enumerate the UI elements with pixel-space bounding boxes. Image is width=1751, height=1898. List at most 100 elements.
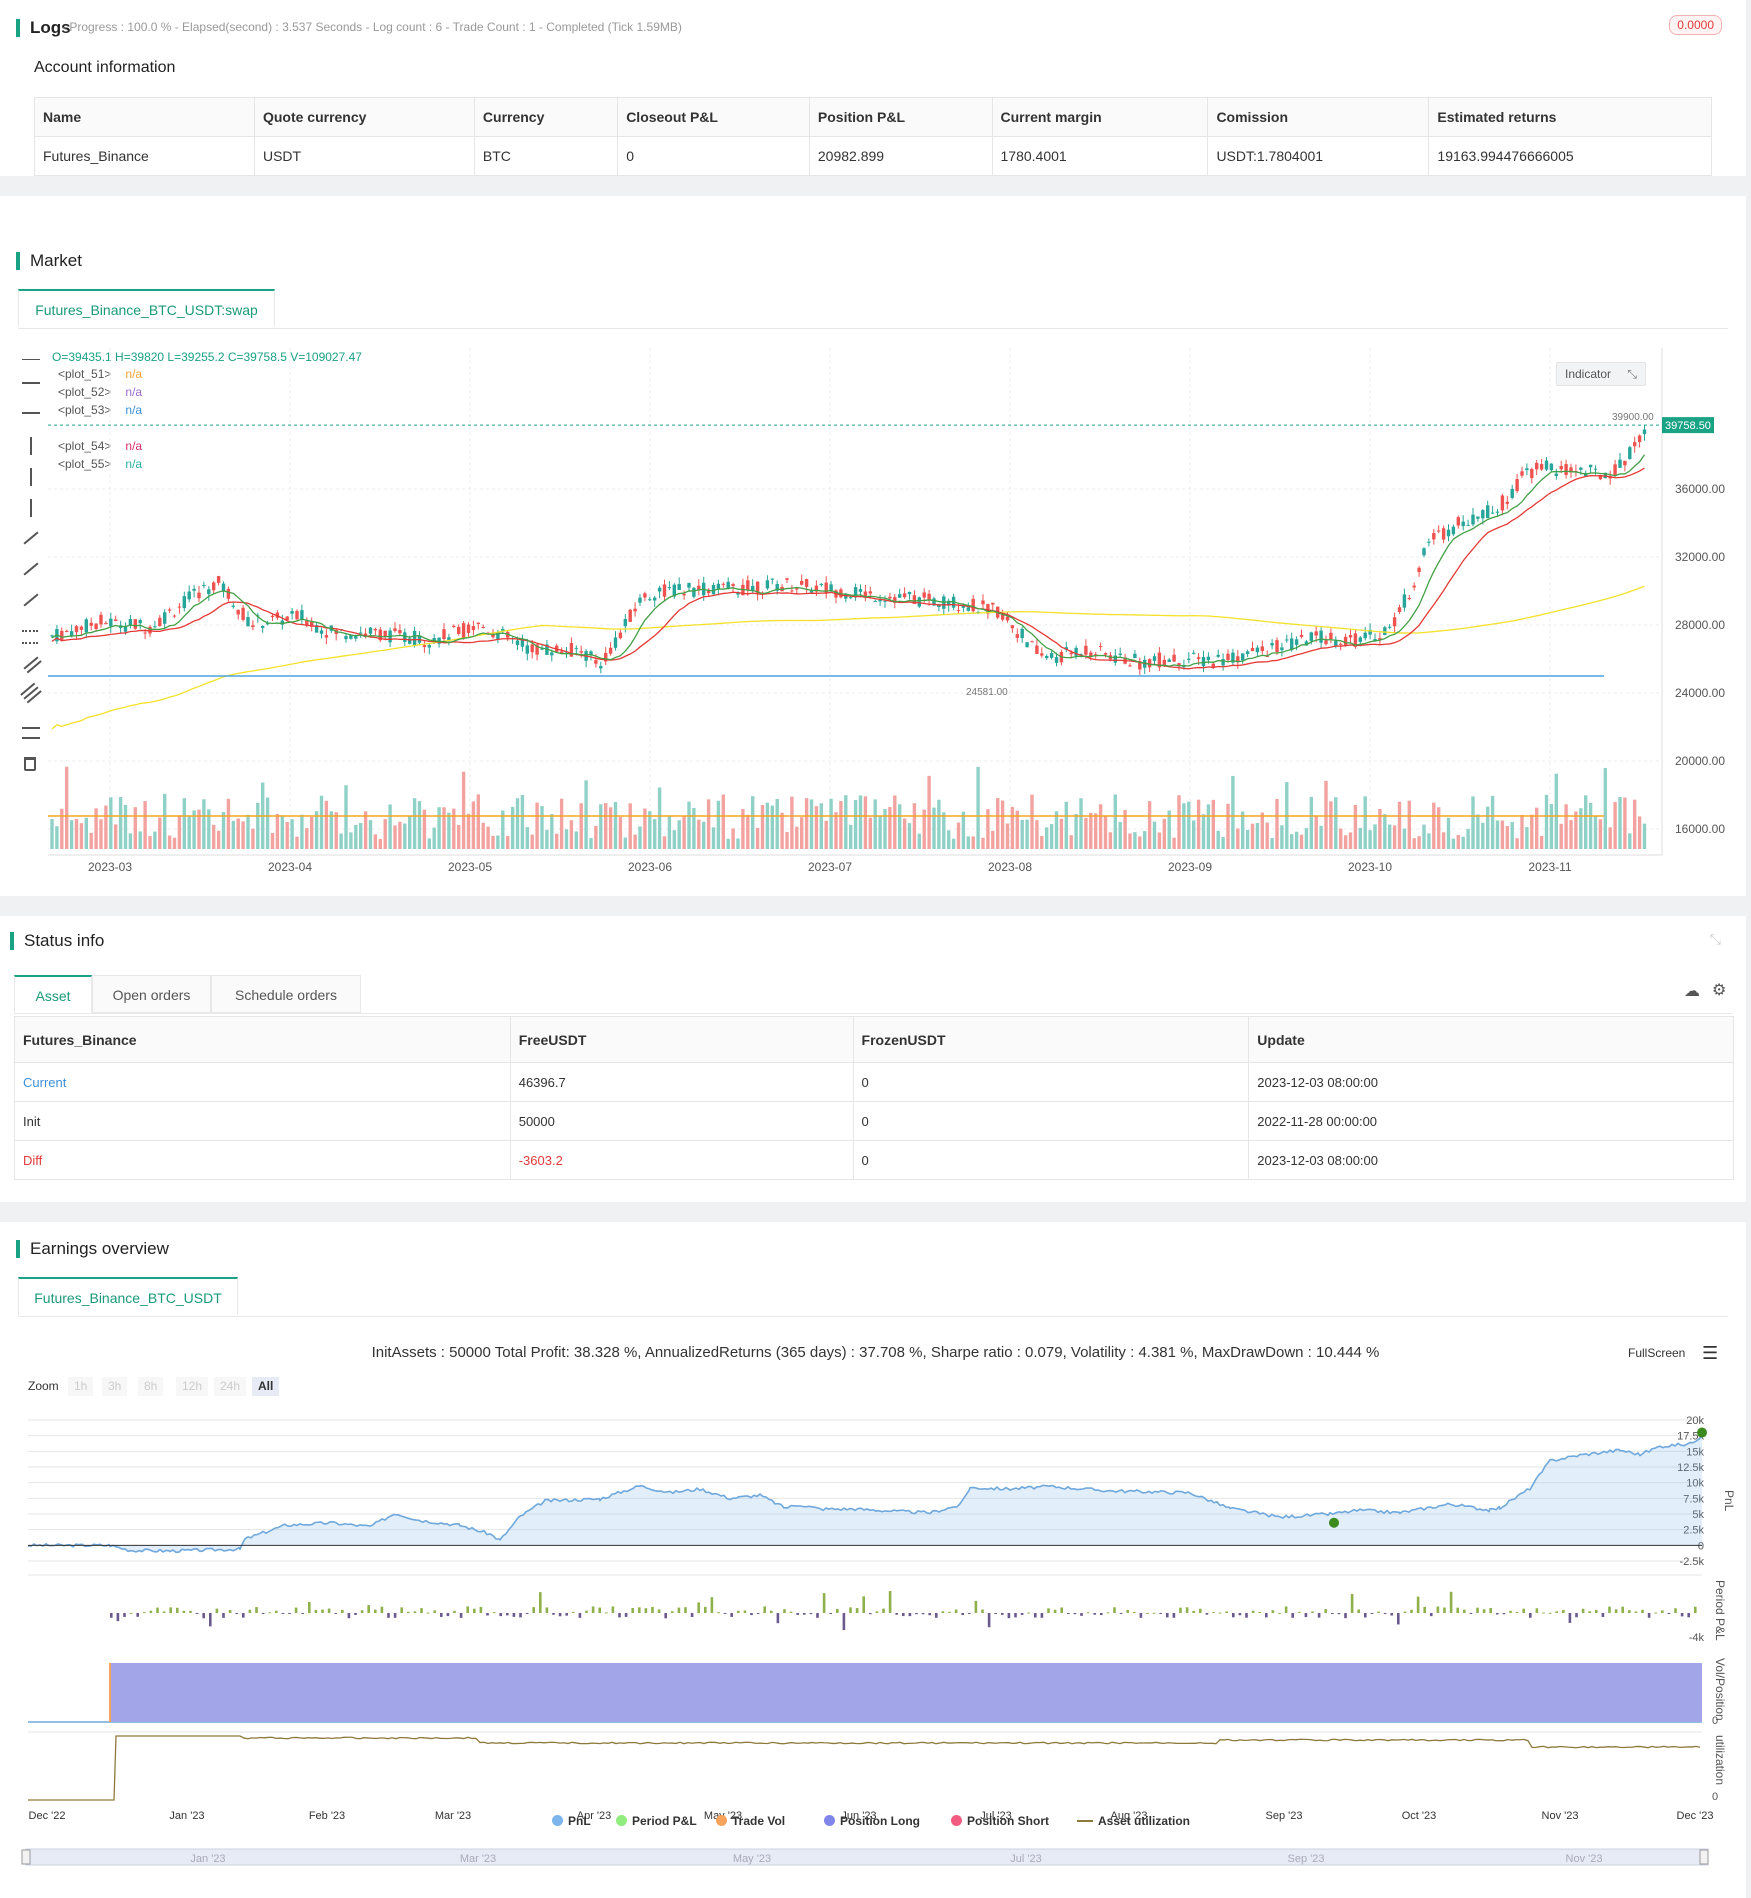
tab-open-orders[interactable]: Open orders [92, 975, 211, 1013]
volume-bar [623, 837, 627, 849]
volume-bar [814, 806, 819, 849]
horizontal-ray-tool-icon[interactable] [22, 382, 40, 384]
period-pnl-bar [1324, 1609, 1327, 1613]
candle-body [907, 592, 912, 595]
period-pnl-bar [882, 1608, 885, 1613]
volume-bar [1554, 773, 1558, 849]
horizontal-line-tool-icon[interactable] [22, 345, 40, 360]
asset-row-label: Current [14, 1062, 511, 1102]
period-pnl-bar [1344, 1613, 1347, 1619]
menu-icon[interactable]: ☰ [1702, 1343, 1719, 1363]
market-chart[interactable]: 36000.00 32000.00 28000.00 24000.00 20000.00… [0, 340, 1746, 880]
period-pnl-bar [1383, 1613, 1387, 1614]
volume-bar [506, 836, 510, 849]
fib-retracement-tool-icon[interactable] [22, 727, 40, 739]
settings-gear-icon[interactable]: ⚙ [1712, 982, 1727, 999]
candle-body [819, 583, 823, 585]
legend-item-asset-utilization[interactable]: Asset utilization [1077, 1814, 1190, 1828]
volume-bar [1539, 836, 1544, 849]
account-cell: USDT [253, 136, 475, 176]
volume-bar [197, 809, 201, 849]
period-pnl-bar [341, 1609, 344, 1613]
zoom-button-1h[interactable]: 1h [68, 1377, 94, 1396]
tab-asset[interactable]: Asset [14, 975, 92, 1013]
volume-bar [667, 815, 672, 849]
period-pnl-bar [1509, 1610, 1512, 1613]
period-pnl-bar [690, 1613, 694, 1618]
volume-bar [932, 807, 936, 849]
collapse-icon[interactable]: ⤡ [1709, 931, 1721, 947]
tab-schedule-orders[interactable]: Schedule orders [211, 975, 361, 1013]
legend-item-position-long[interactable]: Position Long [824, 1814, 920, 1828]
candle-body [1343, 636, 1348, 646]
asset-row-label: Init [14, 1101, 511, 1141]
volume-bar [751, 796, 755, 849]
period-pnl-bar [961, 1613, 964, 1615]
tab-market-symbol[interactable]: Futures_Binance_BTC_USDT:swap [18, 289, 275, 327]
volume-bar [726, 838, 730, 849]
period-pnl-bar [915, 1613, 918, 1615]
candle-body [1471, 514, 1475, 525]
candle-body [1628, 447, 1632, 460]
candle-body [128, 619, 133, 626]
zoom-button-All[interactable]: All [252, 1377, 280, 1396]
download-icon[interactable]: ☁ [1684, 983, 1700, 1000]
trash-icon[interactable] [24, 757, 36, 771]
period-pnl-bar [1007, 1613, 1011, 1619]
period-pnl-bar [928, 1613, 931, 1616]
legend-item-pnl[interactable]: PnL [552, 1814, 591, 1828]
period-pnl-bar [400, 1607, 403, 1613]
candle-body [589, 651, 593, 656]
asset-utilization-line [28, 1735, 1701, 1801]
legend-item-position-short[interactable]: Position Short [951, 1814, 1049, 1828]
candle-body [1045, 656, 1049, 659]
zoom-button-12h[interactable]: 12h [176, 1377, 209, 1396]
period-pnl-bars [110, 1591, 1697, 1631]
account-cell: 20982.899 [808, 136, 993, 176]
legend-item-period-p-l[interactable]: Period P&L [616, 1814, 697, 1828]
period-pnl-bar [1694, 1606, 1697, 1613]
legend-item-trade-vol[interactable]: Trade Vol [716, 1814, 785, 1828]
candle-body [1339, 643, 1343, 645]
volume-bar [1128, 833, 1132, 849]
volume-bar [363, 811, 368, 849]
fullscreen-button[interactable]: FullScreen ☰ [1628, 1343, 1718, 1363]
volume-bar [133, 807, 137, 849]
extended-line-tool-icon[interactable] [22, 412, 40, 414]
volume-bar [368, 820, 373, 849]
volume-bar [1579, 808, 1583, 849]
indicator-button[interactable]: Indicator ⤡ [1556, 362, 1646, 386]
earnings-chart[interactable]: 20k17.5k15k12.5k10k7.5k5k2.5k0-2.5kPnL-4… [0, 1400, 1751, 1898]
vertical-ray-tool-icon[interactable] [30, 499, 32, 517]
zoom-button-8h[interactable]: 8h [138, 1377, 164, 1396]
volume-bar [1236, 828, 1240, 849]
navigator-right-handle [1699, 1849, 1709, 1865]
tab-earnings-symbol[interactable]: Futures_Binance_BTC_USDT [18, 1277, 238, 1315]
account-cell: 19163.994476666005 [1428, 136, 1712, 176]
volume-bar [1417, 836, 1421, 849]
vertical-segment-tool-icon[interactable] [30, 468, 32, 486]
volume-bar [1314, 816, 1318, 849]
pnl-tick-label: 15k [1686, 1446, 1704, 1458]
legend-line-marker [1077, 1820, 1093, 1822]
period-pnl-bar [532, 1607, 535, 1613]
candle-body [383, 630, 387, 637]
candle-body [599, 666, 603, 669]
candle-body [1010, 625, 1015, 629]
vertical-line-tool-icon[interactable] [30, 437, 32, 455]
volume-bar [1079, 798, 1083, 849]
candle-body [261, 626, 265, 628]
candle-body [604, 652, 608, 662]
candle-body [814, 585, 819, 592]
zoom-button-3h[interactable]: 3h [102, 1377, 128, 1396]
period-pnl-bar [433, 1610, 436, 1613]
zoom-button-24h[interactable]: 24h [214, 1377, 247, 1396]
navigator-tick: Jul '23 [1010, 1853, 1041, 1865]
volume-bar [1211, 799, 1215, 849]
logs-badge[interactable]: 0.0000 [1669, 15, 1722, 35]
asset-frozen-cell: 0 [852, 1062, 1250, 1102]
plot-value: n/a [125, 385, 143, 399]
period-pnl-bar [116, 1613, 120, 1622]
price-range-tool-icon[interactable] [22, 630, 38, 644]
period-pnl-bar [1661, 1610, 1664, 1613]
